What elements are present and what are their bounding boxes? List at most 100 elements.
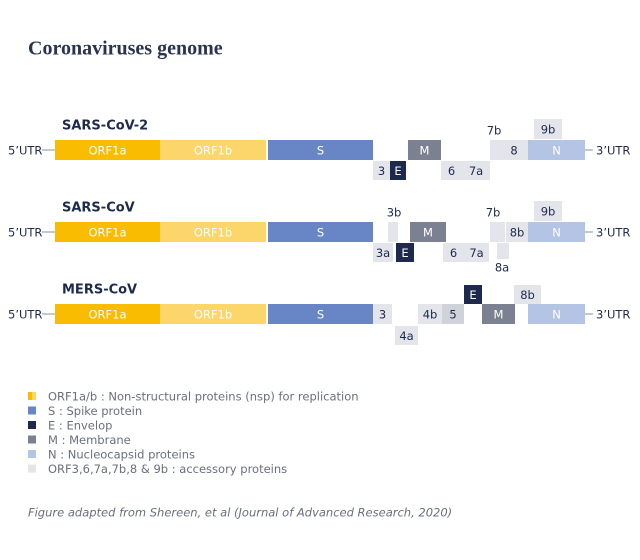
gene-block: [534, 201, 562, 221]
gene-label: ORF1b: [194, 144, 232, 158]
gene-block: [514, 285, 541, 304]
gene-label: E: [469, 288, 476, 302]
utr-label: 3’UTR: [596, 226, 630, 240]
legend-swatch: [28, 392, 32, 400]
gene-label: ORF1a: [88, 308, 126, 322]
gene-block: [373, 161, 390, 180]
gene-label: N: [552, 226, 561, 240]
utr-label: 5’UTR: [8, 144, 42, 158]
legend-swatch: [28, 421, 36, 429]
gene-block: [482, 304, 515, 324]
gene-label: ORF1b: [194, 226, 232, 240]
gene-label: 8b: [510, 226, 525, 240]
gene-label: 7b: [487, 124, 502, 138]
gene-label: 6: [448, 164, 455, 178]
gene-block: [396, 243, 414, 262]
footnote: Figure adapted from Shereen, et al (Jour…: [28, 506, 452, 520]
legend-label: ORF1a/b : Non-structural proteins (nsp) …: [48, 390, 359, 404]
gene-label: 4a: [399, 329, 413, 343]
gene-block: [441, 161, 462, 180]
legend-label: ORF3,6,7a,7b,8 & 9b : accessory proteins: [48, 462, 287, 476]
genome-name: MERS-CoV: [62, 283, 137, 298]
gene-label: M: [420, 144, 430, 158]
utr-label: 3’UTR: [596, 308, 630, 322]
gene-block: [490, 222, 505, 242]
gene-block: [268, 140, 373, 160]
legend-swatch: [28, 464, 36, 473]
gene-block: [268, 222, 373, 242]
gene-block: [528, 140, 585, 160]
gene-label: ORF1a: [88, 226, 126, 240]
gene-block: [534, 119, 562, 139]
utr-label: 3’UTR: [596, 144, 630, 158]
gene-block: [373, 243, 393, 262]
gene-block: [55, 222, 160, 242]
gene-label: E: [394, 164, 401, 178]
gene-block: [500, 140, 528, 160]
gene-label: ORF1b: [194, 308, 232, 322]
legend-label: M : Membrane: [48, 433, 131, 447]
utr-label: 5’UTR: [8, 308, 42, 322]
gene-block: [442, 304, 464, 324]
genome-name: SARS-CoV-2: [62, 119, 148, 134]
legend-swatch: [28, 406, 36, 415]
gene-block: [390, 161, 406, 180]
gene-label: 3a: [376, 246, 390, 260]
gene-label: 9b: [541, 123, 556, 137]
gene-label: S: [317, 308, 324, 322]
gene-block: [443, 243, 464, 262]
gene-block: [55, 140, 160, 160]
gene-block: [528, 222, 585, 242]
gene-label: M: [423, 226, 433, 240]
legend-swatch: [28, 450, 36, 458]
gene-block: [160, 140, 266, 160]
gene-block: [464, 243, 489, 262]
gene-label: 5: [449, 308, 456, 322]
gene-block: [497, 243, 509, 259]
gene-label: 7b: [486, 206, 501, 220]
gene-block: [388, 222, 398, 242]
gene-block: [160, 304, 266, 324]
gene-block: [408, 140, 441, 160]
gene-block: [490, 140, 500, 160]
gene-label: 8b: [520, 288, 535, 302]
gene-label: 4b: [423, 308, 438, 322]
gene-label: 3: [379, 308, 386, 322]
gene-label: 3: [378, 164, 385, 178]
gene-label: M: [494, 308, 504, 322]
legend-swatch: [32, 392, 36, 400]
gene-label: ORF1a: [88, 144, 126, 158]
gene-label: S: [317, 144, 324, 158]
gene-label: S: [317, 226, 324, 240]
gene-block: [55, 304, 160, 324]
gene-block: [528, 304, 585, 324]
gene-label: 8: [510, 144, 517, 158]
gene-label: 8a: [495, 261, 509, 275]
gene-label: E: [401, 246, 408, 260]
gene-block: [410, 222, 446, 242]
gene-label: 7a: [469, 246, 483, 260]
utr-label: 5’UTR: [8, 226, 42, 240]
gene-block: [464, 285, 482, 304]
gene-block: [418, 304, 442, 324]
legend-label: N : Nucleocapsid proteins: [48, 448, 195, 462]
gene-label: 9b: [541, 205, 556, 219]
gene-label: 7a: [469, 164, 483, 178]
legend-label: S : Spike protein: [48, 404, 142, 418]
gene-label: 3b: [387, 206, 402, 220]
genome-name: SARS-CoV: [62, 201, 135, 216]
gene-block: [373, 304, 392, 324]
gene-block: [506, 222, 528, 242]
gene-block: [462, 161, 490, 180]
gene-block: [268, 304, 373, 324]
gene-block: [395, 326, 418, 345]
gene-label: N: [552, 144, 561, 158]
gene-label: N: [552, 308, 561, 322]
legend-swatch: [28, 435, 36, 444]
legend-label: E : Envelop: [48, 419, 112, 433]
title: Coronaviruses genome: [28, 38, 223, 60]
gene-block: [160, 222, 266, 242]
gene-label: 6: [450, 246, 457, 260]
